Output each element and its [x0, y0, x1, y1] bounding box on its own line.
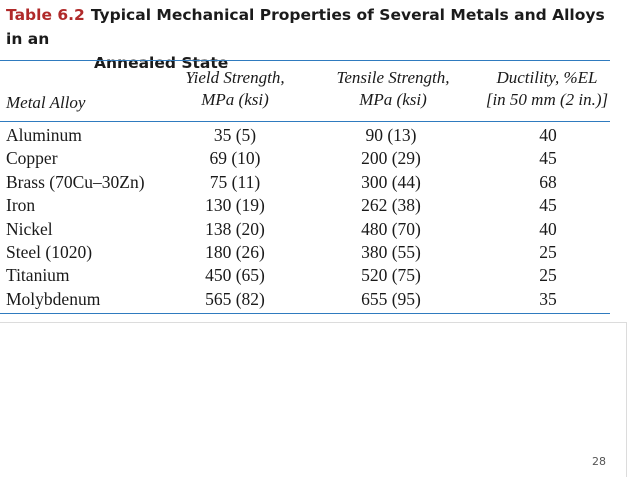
cell-ductility: 40 — [539, 125, 557, 145]
header-yield-line-2: MPa (ksi) — [201, 90, 269, 109]
cell-ductility: 35 — [539, 288, 557, 309]
cell-yield: 69 (10) — [209, 148, 261, 169]
header-rule — [0, 121, 610, 122]
top-rule — [0, 60, 610, 61]
cell-tensile: 480 (70) — [361, 218, 421, 239]
cell-yield: 138 (20) — [205, 218, 265, 239]
header-tensile-line-2: MPa (ksi) — [359, 90, 427, 109]
cell-tensile: 300 (44) — [361, 171, 421, 192]
header-tensile-strength: Tensile Strength, MPa (ksi) — [318, 67, 468, 111]
table-row: Iron 130 (19) 262 (38) 45 — [0, 194, 638, 217]
bottom-rule — [0, 313, 610, 314]
cell-alloy: Brass (70Cu–30Zn) — [6, 171, 145, 192]
slide-body-panel — [0, 322, 627, 477]
table-row: Titanium 450 (65) 520 (75) 25 — [0, 264, 638, 287]
cell-yield: 75 (11) — [209, 171, 261, 192]
cell-ductility: 45 — [539, 195, 557, 216]
cell-alloy: Copper — [6, 148, 58, 169]
header-tensile-line-1: Tensile Strength, — [336, 68, 450, 87]
table-label: Table 6.2 — [6, 6, 85, 24]
header-yield-strength: Yield Strength, MPa (ksi) — [160, 67, 310, 111]
cell-alloy: Steel (1020) — [6, 241, 93, 262]
cell-yield: 450 (65) — [205, 265, 265, 286]
cell-ductility: 25 — [539, 241, 557, 262]
cell-alloy: Iron — [6, 195, 36, 216]
header-yield-line-1: Yield Strength, — [185, 68, 285, 87]
cell-alloy: Titanium — [6, 265, 70, 286]
table-row: Nickel 138 (20) 480 (70) 40 — [0, 218, 638, 241]
table-row: Molybdenum 565 (82) 655 (95) 35 — [0, 288, 638, 311]
table-row: Copper 69 (10) 200 (29) 45 — [0, 147, 638, 170]
cell-alloy: Aluminum — [6, 125, 82, 145]
header-ductility: Ductility, %EL [in 50 mm (2 in.)] — [472, 67, 622, 111]
cell-yield: 130 (19) — [205, 195, 265, 216]
caption-line-1: Table 6.2 Typical Mechanical Properties o… — [6, 3, 626, 51]
cell-alloy: Molybdenum — [6, 288, 101, 309]
cell-tensile: 90 (13) — [365, 125, 417, 145]
cell-ductility: 40 — [539, 218, 557, 239]
cell-tensile: 380 (55) — [361, 241, 421, 262]
cell-ductility: 68 — [539, 171, 557, 192]
page-number: 28 — [592, 455, 606, 468]
header-ductility-line-2: [in 50 mm (2 in.)] — [485, 90, 609, 109]
table-caption: Table 6.2 Typical Mechanical Properties o… — [6, 3, 626, 75]
table-title-line-1: Typical Mechanical Properties of Several… — [6, 6, 605, 48]
header-ductility-line-1: Ductility, %EL — [496, 68, 598, 87]
table-body: Aluminum 35 (5) 90 (13) 40 Copper 69 (10… — [0, 124, 638, 311]
cell-yield: 565 (82) — [205, 288, 265, 309]
header-metal-alloy: Metal Alloy — [6, 93, 86, 112]
cell-tensile: 200 (29) — [361, 148, 421, 169]
cell-yield: 35 (5) — [213, 125, 257, 145]
cell-ductility: 45 — [539, 148, 557, 169]
cell-alloy: Nickel — [6, 218, 53, 239]
cell-tensile: 655 (95) — [361, 288, 421, 309]
table-title-line-2: Annealed State — [94, 54, 229, 72]
cell-yield: 180 (26) — [205, 241, 265, 262]
table-row: Steel (1020) 180 (26) 380 (55) 25 — [0, 241, 638, 264]
cell-ductility: 25 — [539, 265, 557, 286]
table-row: Aluminum 35 (5) 90 (13) 40 — [0, 124, 638, 147]
cell-tensile: 262 (38) — [361, 195, 421, 216]
cell-tensile: 520 (75) — [361, 265, 421, 286]
table-row: Brass (70Cu–30Zn) 75 (11) 300 (44) 68 — [0, 171, 638, 194]
